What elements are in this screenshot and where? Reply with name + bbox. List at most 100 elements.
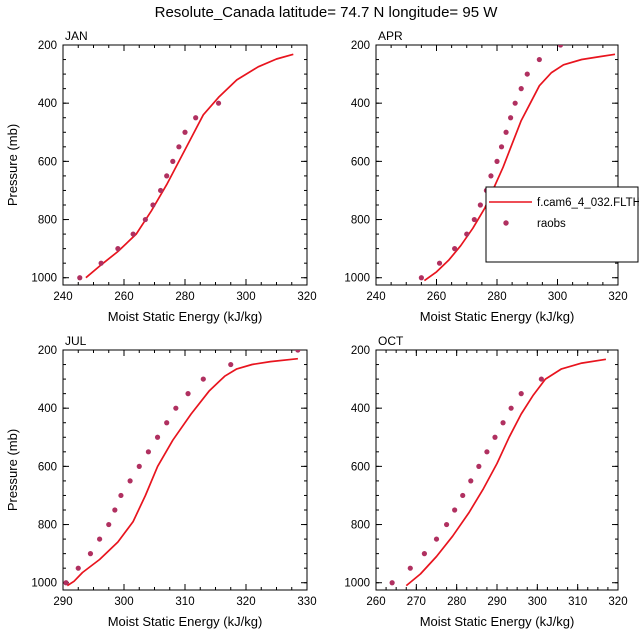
y-tick-label: 600 [38, 461, 57, 473]
raobs-point [508, 405, 514, 411]
x-axis-label: Moist Static Energy (kJ/kg) [108, 309, 263, 324]
raobs-point [471, 216, 477, 223]
raobs-point [503, 129, 509, 135]
raobs-point [488, 173, 494, 179]
legend-point-swatch [503, 220, 509, 226]
y-tick-label: 200 [351, 345, 370, 357]
plot-frame [62, 44, 308, 286]
y-axis-label: Pressure (mb) [5, 124, 20, 206]
model-line [66, 357, 298, 587]
plot-area [77, 53, 294, 281]
raobs-point [130, 231, 136, 237]
raobs-point [173, 405, 179, 411]
plot-frame [375, 349, 619, 591]
x-tick-label: 260 [427, 291, 446, 303]
raobs-point [538, 376, 544, 382]
plot-frame [62, 349, 308, 591]
raobs-point [585, 28, 590, 33]
x-tick-label: 240 [53, 291, 72, 303]
raobs-point [185, 391, 191, 397]
raobs-point [418, 275, 424, 281]
raobs-point [498, 144, 505, 150]
y-tick-label: 1000 [344, 273, 370, 285]
model-line [405, 358, 607, 587]
raobs-point [468, 478, 474, 484]
raobs-point [443, 521, 450, 528]
x-tick-label: 260 [366, 596, 385, 608]
x-tick-label: 320 [297, 291, 316, 303]
legend-point-label: raobs [537, 218, 566, 230]
raobs-point [118, 492, 124, 499]
raobs-point [97, 536, 103, 542]
x-tick-label: 280 [175, 291, 194, 303]
plot-area [418, 13, 636, 282]
x-axis-label: Moist Static Energy (kJ/kg) [108, 614, 263, 629]
raobs-point [63, 580, 69, 586]
y-tick-label: 600 [38, 156, 57, 168]
raobs-point [182, 129, 188, 135]
panel-title: APR [378, 29, 403, 43]
panel-oct: 260 270 280 290 300 310 320 200 400 600 800 1000 OCT… [344, 334, 627, 629]
raobs-point [452, 246, 458, 252]
x-tick-label: 280 [447, 596, 466, 608]
raobs-point [106, 521, 112, 528]
x-tick-label: 300 [548, 291, 567, 303]
raobs-point [460, 492, 466, 499]
raobs-point [77, 275, 83, 281]
raobs-point [452, 507, 458, 513]
raobs-point [115, 246, 121, 252]
panel-apr: 240 260 280 300 320 200 400 600 800 1000 APR Moist … [344, 13, 636, 324]
raobs-point [557, 45, 564, 48]
raobs-point [518, 391, 524, 397]
legend-box [485, 186, 639, 263]
raobs-point [142, 216, 148, 223]
panel-title: JAN [65, 29, 88, 43]
raobs-point [170, 158, 176, 164]
raobs-point [75, 565, 81, 571]
x-axis-label: Moist Static Energy (kJ/kg) [420, 309, 575, 324]
raobs-point [484, 449, 490, 455]
model-line [85, 53, 294, 279]
raobs-point [464, 231, 470, 237]
x-tick-label: 320 [608, 596, 627, 608]
panel-jul: 290 300 310 320 330 200 400 600 800 1000 JUL Moist … [5, 334, 317, 629]
raobs-point [476, 463, 482, 469]
raobs-point [421, 551, 427, 557]
raobs-point [295, 350, 301, 353]
x-tick-label: 270 [407, 596, 426, 608]
raobs-point [164, 173, 170, 179]
x-tick-label: 310 [568, 596, 587, 608]
raobs-point [508, 115, 514, 121]
raobs-point [215, 100, 222, 106]
y-tick-label: 1000 [344, 578, 370, 590]
y-axis-label: Pressure (mb) [5, 429, 20, 511]
y-tick-label: 200 [351, 40, 370, 52]
y-tick-label: 600 [351, 156, 370, 168]
raobs-point [477, 202, 483, 208]
raobs-point [518, 86, 524, 92]
raobs-point [228, 361, 234, 368]
raobs-point [631, 13, 636, 18]
raobs-point [87, 551, 94, 557]
y-tick-label: 400 [38, 98, 57, 110]
raobs-point [200, 376, 206, 382]
raobs-point [500, 420, 506, 426]
y-tick-label: 400 [351, 403, 370, 415]
raobs-point [127, 478, 133, 484]
y-tick-label: 200 [38, 345, 57, 357]
x-tick-label: 300 [528, 596, 547, 608]
y-tick-label: 800 [38, 520, 57, 532]
x-tick-label: 320 [608, 291, 627, 303]
raobs-point [154, 434, 161, 440]
plot-area [389, 358, 607, 587]
raobs-point [176, 144, 182, 150]
y-tick-label: 800 [351, 215, 370, 227]
raobs-point [193, 115, 199, 121]
raobs-point [98, 260, 104, 266]
raobs-point [112, 507, 118, 513]
y-tick-label: 1000 [31, 578, 57, 590]
x-tick-label: 320 [236, 596, 255, 608]
raobs-point [494, 158, 500, 164]
raobs-point [536, 56, 542, 63]
